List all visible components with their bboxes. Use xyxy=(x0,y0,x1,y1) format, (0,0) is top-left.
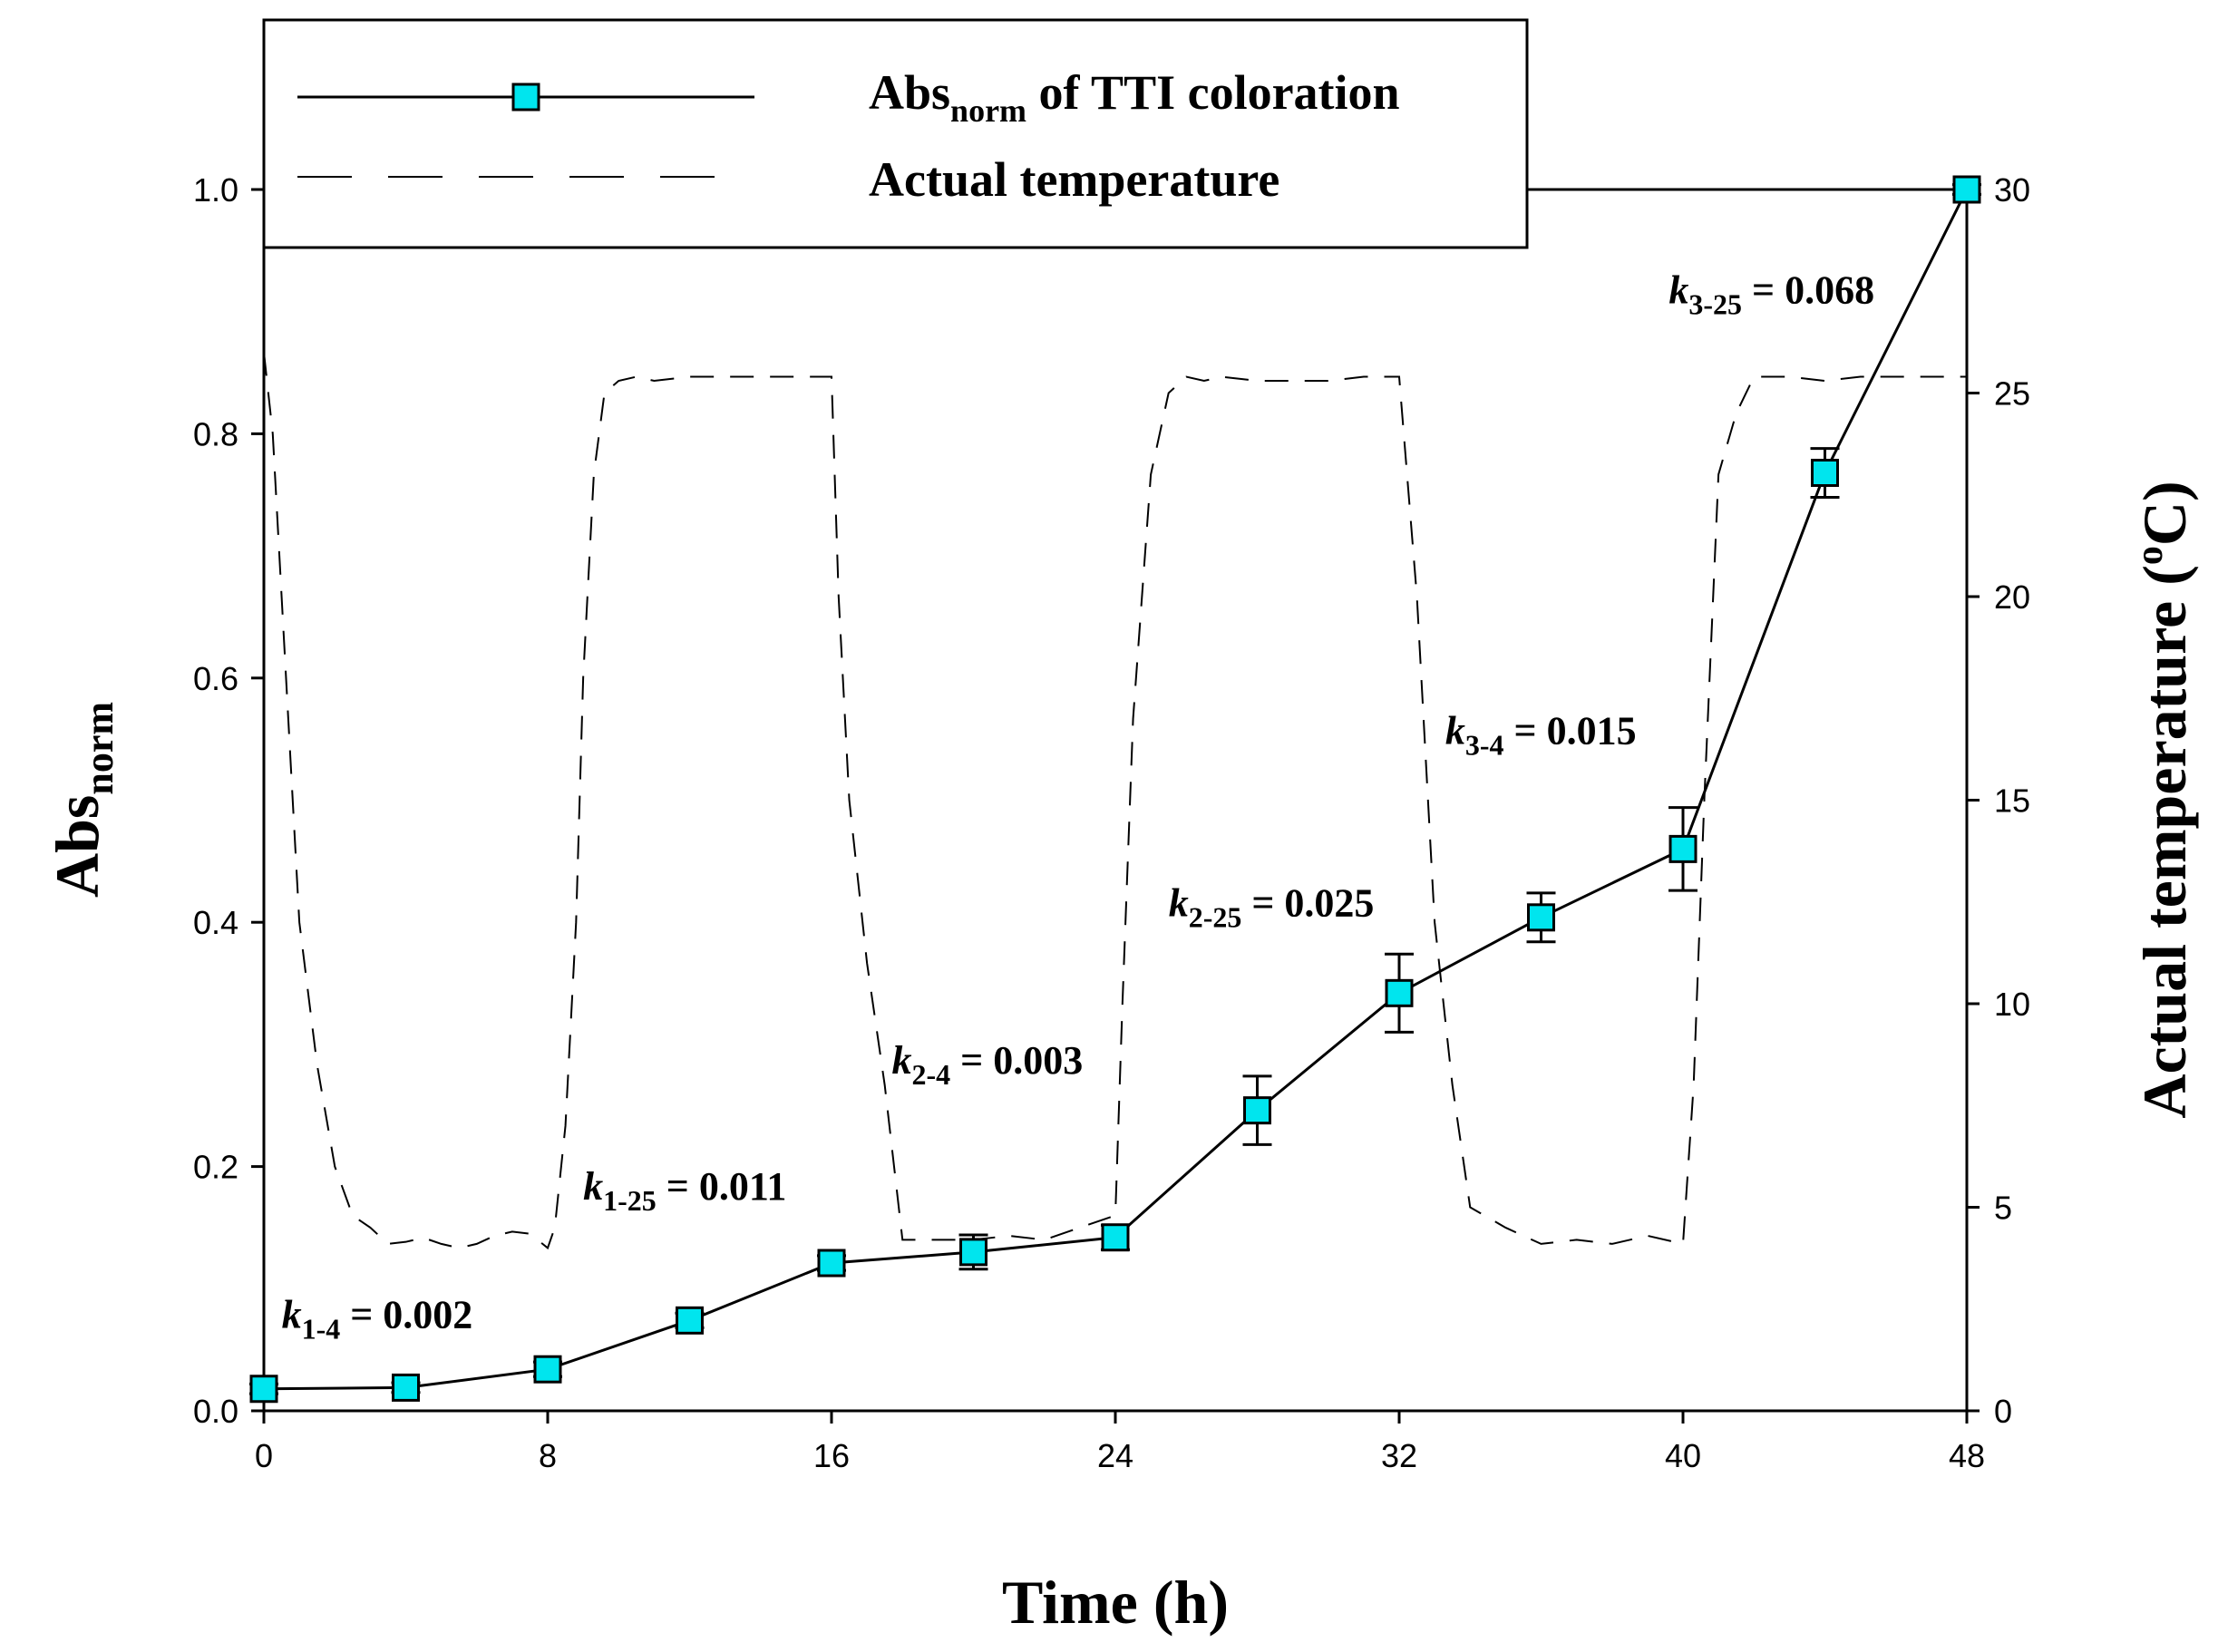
x-tick-label-2: 16 xyxy=(813,1437,850,1474)
rate-annotation-sub-2: 2-4 xyxy=(912,1058,951,1091)
rate-annotation-value-5: = 0.068 xyxy=(1742,267,1874,312)
rate-annotation-value-0: = 0.002 xyxy=(340,1292,472,1336)
rate-annotation-sub-1: 1-25 xyxy=(603,1184,657,1217)
y2-tick-label-6: 30 xyxy=(1994,171,2030,209)
data-point-7 xyxy=(1243,1096,1271,1125)
rate-annotation-k-4: k xyxy=(1445,709,1465,753)
abs-line xyxy=(263,189,1969,1391)
rate-annotation-k-3: k xyxy=(1169,880,1189,925)
data-point-8 xyxy=(1385,978,1414,1007)
x-tick-label-4: 32 xyxy=(1381,1437,1417,1474)
legend-box xyxy=(262,18,1529,249)
rate-annotation-value-1: = 0.011 xyxy=(657,1164,787,1209)
rate-annotation-k-5: k xyxy=(1668,267,1688,312)
rate-annotation-k-0: k xyxy=(282,1292,302,1336)
y-axis-title-sub: norm xyxy=(77,702,122,795)
rate-annotation-value-4: = 0.015 xyxy=(1504,709,1637,753)
rate-annotation-5: k3-25 = 0.068 xyxy=(1668,267,1874,320)
rate-annotation-2: k2-4 = 0.003 xyxy=(892,1038,1084,1091)
y2-tick-label-0: 0 xyxy=(1994,1393,2012,1430)
y2-axis-title-sup: o xyxy=(2129,546,2171,565)
legend: Absnorm of TTI coloration Actual tempera… xyxy=(262,18,1529,249)
legend-label-abs-main: Abs xyxy=(869,65,950,120)
y-tick-label-0: 0.0 xyxy=(193,1393,238,1430)
y-tick-label-3: 0.6 xyxy=(193,660,238,697)
rate-annotation-value-2: = 0.003 xyxy=(950,1038,1083,1083)
temperature-series xyxy=(263,352,1967,1250)
y2-tick-label-3: 15 xyxy=(1994,782,2030,820)
x-tick-label-3: 24 xyxy=(1097,1437,1133,1474)
data-point-6 xyxy=(1101,1223,1130,1252)
y2-tick-label-1: 5 xyxy=(1994,1190,2012,1227)
data-point-10 xyxy=(1668,834,1698,863)
data-point-5 xyxy=(959,1238,987,1267)
rate-annotation-k-2: k xyxy=(892,1038,912,1083)
y-tick-label-5: 1.0 xyxy=(193,171,238,209)
x-tick-label-6: 48 xyxy=(1949,1437,1985,1474)
rate-annotation-sub-0: 1-4 xyxy=(302,1312,341,1345)
rate-annotation-sub-4: 3-4 xyxy=(1465,729,1504,762)
legend-label-abs-sub: norm xyxy=(950,92,1026,129)
data-point-9 xyxy=(1527,903,1555,932)
data-point-2 xyxy=(533,1355,562,1384)
x-tick-label-0: 0 xyxy=(255,1437,273,1474)
abs-series xyxy=(249,175,1981,1404)
rate-annotation-k-1: k xyxy=(583,1164,603,1209)
data-point-0 xyxy=(249,1375,278,1404)
y-tick-label-1: 0.2 xyxy=(193,1149,238,1186)
rate-annotation-0: k1-4 = 0.002 xyxy=(282,1292,473,1345)
y-axis-title: Absnorm xyxy=(43,702,122,898)
y-tick-label-2: 0.4 xyxy=(193,904,238,941)
y2-tick-label-2: 10 xyxy=(1994,986,2030,1023)
legend-label-abs: Absnorm of TTI coloration xyxy=(869,65,1400,129)
temperature-line xyxy=(263,352,1967,1250)
data-point-3 xyxy=(676,1306,704,1335)
x-tick-label-5: 40 xyxy=(1665,1437,1701,1474)
y-axis-title-main: Abs xyxy=(43,795,112,898)
rate-annotation-3: k2-25 = 0.025 xyxy=(1169,880,1375,933)
legend-label-abs-rest: of TTI coloration xyxy=(1026,65,1400,120)
x-tick-label-1: 8 xyxy=(539,1437,557,1474)
y2-axis-title-post: C) xyxy=(2130,481,2199,546)
data-point-4 xyxy=(817,1249,846,1278)
y2-tick-label-4: 20 xyxy=(1994,578,2030,616)
data-point-11 xyxy=(1811,459,1839,488)
rate-annotation-value-3: = 0.025 xyxy=(1241,880,1374,925)
y2-axis-title: Actual temperature (oC) xyxy=(2129,481,2199,1118)
data-point-1 xyxy=(392,1373,420,1402)
legend-label-temp: Actual temperature xyxy=(869,152,1279,207)
y2-axis-title-pre: Actual temperature ( xyxy=(2130,565,2199,1119)
legend-marker-abs xyxy=(511,83,540,112)
rate-annotation-sub-5: 3-25 xyxy=(1688,287,1742,320)
ticks: 0 8 16 24 32 40 48 0.0 0.2 0.4 0.6 0.8 1.0 0 5 10 15 20 25… xyxy=(193,171,2030,1474)
data-point-12 xyxy=(1952,175,1981,204)
rate-annotation-1: k1-25 = 0.011 xyxy=(583,1164,786,1217)
x-axis-title: Time (h) xyxy=(1002,1568,1229,1637)
rate-annotation-sub-3: 2-25 xyxy=(1189,900,1242,933)
y2-tick-label-5: 25 xyxy=(1994,375,2030,413)
rate-annotation-4: k3-4 = 0.015 xyxy=(1445,709,1637,762)
y-tick-label-4: 0.8 xyxy=(193,415,238,452)
